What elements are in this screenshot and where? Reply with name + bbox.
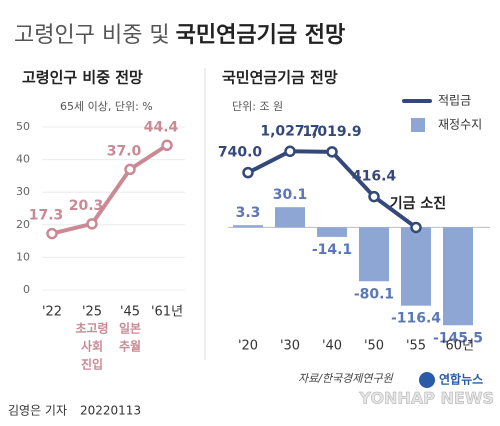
bar <box>443 227 473 326</box>
data-point <box>326 146 338 158</box>
byline: 김영은 기자 <box>8 404 67 418</box>
chart-subtitle: 단위: 조 원 <box>232 100 283 113</box>
value-label: 17.3 <box>29 208 64 224</box>
date: 20220113 <box>80 404 141 418</box>
bar <box>275 207 305 228</box>
data-line <box>51 143 169 236</box>
x-tick-label: '55 <box>406 339 426 354</box>
data-point <box>284 145 296 158</box>
data-point <box>410 221 422 234</box>
source: 자료/한국경제연구원 <box>298 372 394 385</box>
legend-label: 적립금 <box>438 94 471 108</box>
y-tick-label: 50 <box>16 120 30 133</box>
logo-name: 연합뉴스 <box>439 372 483 387</box>
bar <box>401 227 431 306</box>
x-tick-label: '25 <box>82 305 102 320</box>
legend-label: 재정수지 <box>438 118 482 132</box>
legend-swatch <box>411 118 425 132</box>
x-tick-label: '20 <box>238 339 258 354</box>
x-tick-label: '60년 <box>442 339 474 354</box>
data-point <box>86 218 98 230</box>
bar <box>317 227 347 237</box>
value-label: 1,027.7 <box>260 123 319 139</box>
value-label: -145.5 <box>433 330 483 346</box>
data-point <box>242 166 254 179</box>
y-tick-label: 0 <box>23 283 30 296</box>
annotation: 사회 <box>81 339 103 354</box>
annotation: 진입 <box>81 357 103 372</box>
chart-title: 고령인구 비중 전망 <box>22 69 143 87</box>
data-point <box>161 139 173 152</box>
annotation: 초고령 <box>75 322 108 336</box>
value-label: 37.0 <box>107 143 142 159</box>
data-point <box>46 227 58 240</box>
value-label: -80.1 <box>354 286 394 302</box>
chart-subtitle: 65세 이상, 단위: % <box>60 100 153 113</box>
y-tick-label: 10 <box>16 250 30 263</box>
x-tick-label: '45 <box>120 305 140 320</box>
bar <box>359 227 389 282</box>
value-label: 1,019.9 <box>302 124 361 140</box>
annotation: 추월 <box>119 339 141 354</box>
data-point <box>124 163 136 176</box>
value-label: 416.4 <box>352 169 397 185</box>
main-title-light: 고령인구 비중 및 <box>14 23 170 48</box>
main-title-bold: 국민연금기금 전망 <box>176 23 346 48</box>
logo-icon <box>419 372 435 388</box>
x-tick-label: '40 <box>322 339 342 354</box>
value-label: 740.0 <box>218 145 263 161</box>
value-label: 44.4 <box>144 119 179 135</box>
annotation: 일본 <box>119 322 141 336</box>
value-label: 20.3 <box>69 198 104 214</box>
annotation: 기금 소진 <box>390 195 446 212</box>
value-label: -116.4 <box>391 311 441 327</box>
x-tick-label: '50 <box>364 339 384 354</box>
value-label: 30.1 <box>273 187 308 203</box>
x-tick-label: '22 <box>42 305 62 320</box>
x-tick-label: '61년 <box>151 305 183 320</box>
chart-title: 국민연금기금 전망 <box>222 69 338 87</box>
y-tick-label: 20 <box>16 218 30 231</box>
value-label: 3.3 <box>236 205 261 221</box>
y-tick-label: 40 <box>16 153 30 166</box>
value-label: -14.1 <box>312 242 352 258</box>
bar <box>233 225 263 228</box>
x-tick-label: '30 <box>280 339 300 354</box>
data-point <box>368 190 380 203</box>
logo-english: YONHAP NEWS <box>358 389 494 408</box>
y-tick-label: 30 <box>16 185 30 198</box>
